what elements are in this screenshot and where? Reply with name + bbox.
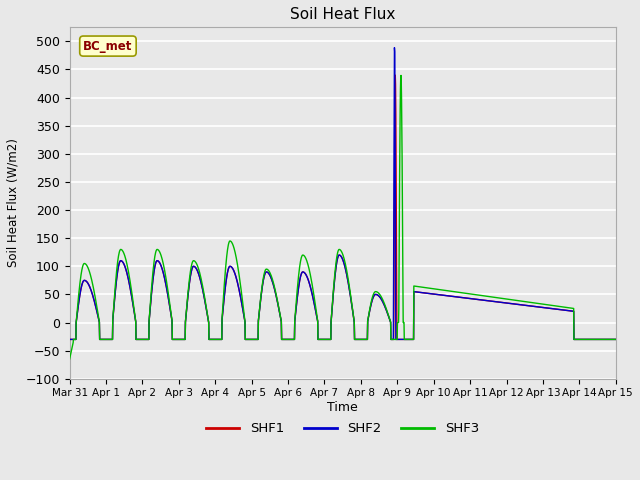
Title: Soil Heat Flux: Soil Heat Flux [290, 7, 396, 22]
SHF3 [596, 336, 604, 342]
SHF3 [612, 336, 620, 342]
SHF3 [66, 356, 74, 362]
SHF1 [612, 336, 620, 342]
SHF2 [496, 300, 504, 305]
SHF1 [496, 300, 504, 305]
Y-axis label: Soil Heat Flux (W/m2): Soil Heat Flux (W/m2) [7, 139, 20, 267]
SHF2 [596, 336, 604, 342]
SHF1 [392, 72, 399, 78]
Line: SHF2: SHF2 [70, 48, 616, 339]
SHF2 [93, 311, 101, 317]
Line: SHF1: SHF1 [70, 75, 616, 339]
SHF3 [317, 336, 324, 342]
Legend: SHF1, SHF2, SHF3: SHF1, SHF2, SHF3 [201, 417, 484, 441]
X-axis label: Time: Time [327, 401, 358, 414]
SHF2 [332, 271, 339, 277]
SHF1 [66, 336, 74, 342]
SHF3 [93, 308, 101, 313]
Text: BC_met: BC_met [83, 39, 132, 53]
SHF3 [496, 295, 504, 301]
SHF2 [390, 45, 398, 50]
SHF2 [612, 336, 620, 342]
SHF3 [596, 336, 604, 342]
SHF1 [596, 336, 604, 342]
SHF1 [332, 271, 339, 277]
SHF3 [332, 267, 339, 273]
SHF1 [317, 336, 324, 342]
Line: SHF3: SHF3 [70, 75, 616, 359]
SHF2 [66, 336, 74, 342]
SHF1 [596, 336, 604, 342]
SHF2 [317, 336, 324, 342]
SHF1 [93, 311, 101, 317]
SHF3 [397, 72, 405, 78]
SHF2 [596, 336, 604, 342]
